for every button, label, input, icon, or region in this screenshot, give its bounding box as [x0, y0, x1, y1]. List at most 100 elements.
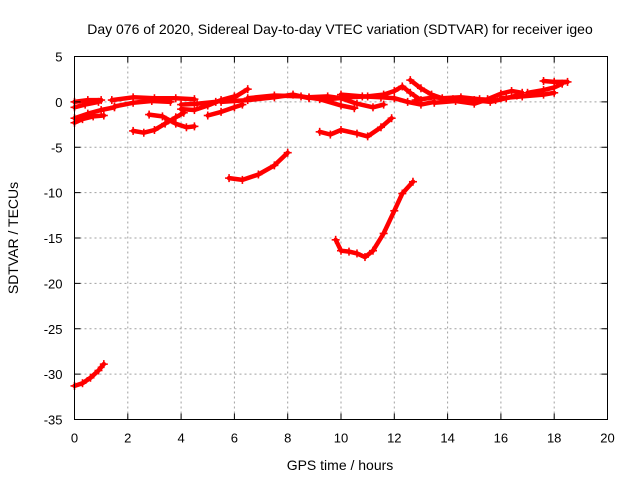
- series-arc4: [315, 114, 396, 141]
- data-point: [379, 100, 388, 109]
- data-point: [243, 85, 252, 94]
- series-line: [72, 113, 107, 125]
- data-point: [350, 104, 359, 113]
- data-point: [363, 132, 372, 141]
- data-point: [368, 246, 377, 255]
- data-point: [145, 110, 154, 119]
- x-tick-label: 16: [494, 431, 508, 446]
- data-point: [376, 93, 385, 102]
- data-point: [539, 86, 548, 95]
- y-tick-label: -35: [44, 413, 63, 428]
- data-point: [305, 93, 314, 102]
- data-point: [416, 100, 425, 109]
- data-point: [94, 97, 103, 106]
- data-point: [150, 126, 159, 135]
- data-point: [507, 86, 516, 95]
- series-arc24: [496, 88, 559, 103]
- data-point: [182, 123, 191, 132]
- series-arc2: [225, 148, 292, 184]
- data-point: [483, 95, 492, 104]
- data-point: [352, 249, 361, 258]
- data-point: [406, 76, 415, 85]
- data-point: [78, 115, 87, 124]
- data-point: [217, 97, 226, 106]
- data-point: [139, 128, 148, 137]
- x-tick-label: 10: [334, 431, 348, 446]
- series-arc15: [203, 100, 247, 120]
- data-point: [360, 253, 369, 262]
- data-point: [451, 96, 460, 105]
- data-point: [326, 130, 335, 139]
- y-tick-label: -20: [44, 276, 63, 291]
- data-series: [70, 76, 572, 390]
- data-point: [161, 119, 170, 128]
- x-tick-label: 12: [387, 431, 401, 446]
- data-point: [390, 86, 399, 95]
- data-point: [190, 122, 199, 131]
- data-point: [387, 114, 396, 123]
- data-point: [243, 94, 252, 103]
- data-point: [238, 175, 247, 184]
- data-point: [323, 95, 332, 104]
- data-point: [416, 84, 425, 93]
- data-point: [411, 96, 420, 105]
- data-point: [368, 103, 377, 112]
- data-point: [110, 102, 119, 111]
- tick-labels: 0 2 4 6 8 10 12 14 16 18 20 5 0 -5 -10 -15 -20 -25 -30 -35: [44, 50, 615, 446]
- data-point: [496, 94, 505, 103]
- data-point: [203, 111, 212, 120]
- data-point: [563, 77, 572, 86]
- data-point: [403, 97, 412, 106]
- data-point: [230, 103, 239, 112]
- data-point: [523, 88, 532, 97]
- data-point: [470, 99, 479, 108]
- data-point: [203, 101, 212, 110]
- data-point: [94, 366, 103, 375]
- data-point: [539, 77, 548, 86]
- data-point: [406, 88, 415, 97]
- series-arc10: [110, 96, 175, 111]
- x-tick-label: 2: [124, 431, 131, 446]
- series-line: [72, 105, 117, 121]
- data-point: [177, 105, 186, 114]
- data-point: [89, 112, 98, 121]
- data-point: [86, 373, 95, 382]
- data-point: [550, 77, 559, 86]
- data-point: [344, 247, 353, 256]
- series-line: [525, 81, 565, 96]
- data-point: [390, 94, 399, 103]
- data-point: [337, 246, 345, 255]
- y-tick-label: -10: [44, 186, 63, 201]
- x-tick-label: 20: [600, 431, 614, 446]
- x-tick-label: 8: [284, 431, 291, 446]
- data-point: [99, 360, 108, 369]
- axis-ticks: [74, 56, 608, 420]
- data-point: [193, 99, 202, 108]
- data-point: [254, 170, 263, 179]
- y-axis-title: SDTVAR / TECUs: [5, 182, 21, 294]
- series-arc12: [145, 110, 199, 132]
- series-line: [205, 102, 245, 118]
- y-tick-label: -5: [51, 140, 63, 155]
- data-point: [315, 127, 324, 136]
- data-point: [337, 126, 345, 135]
- data-point: [190, 106, 199, 115]
- chart-title: Day 076 of 2020, Sidereal Day-to-day VTE…: [87, 21, 593, 37]
- x-tick-label: 18: [547, 431, 561, 446]
- data-point: [270, 161, 279, 170]
- data-point: [379, 229, 388, 238]
- data-point: [81, 100, 90, 109]
- data-point: [430, 98, 439, 107]
- data-point: [225, 174, 234, 183]
- data-point: [518, 92, 527, 101]
- x-axis-title: GPS time / hours: [287, 457, 394, 473]
- series-arc23: [430, 86, 527, 108]
- data-point: [283, 148, 292, 157]
- data-point: [78, 379, 87, 388]
- data-point: [107, 96, 116, 105]
- data-point: [129, 126, 138, 135]
- data-point: [171, 94, 180, 103]
- data-point: [352, 99, 361, 108]
